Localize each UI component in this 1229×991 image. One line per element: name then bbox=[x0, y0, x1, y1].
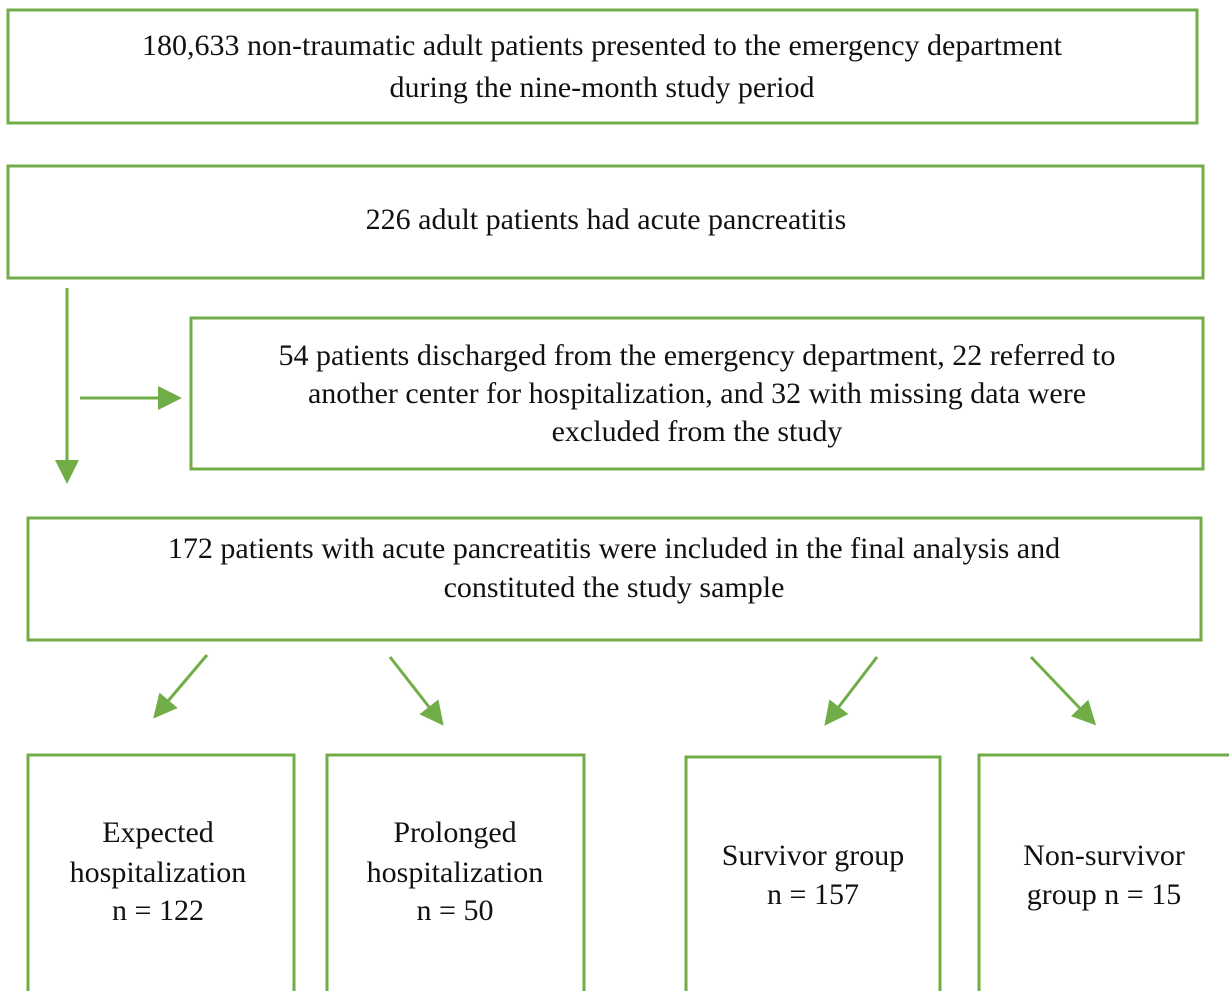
node-text: constituted the study sample bbox=[444, 571, 785, 604]
node-text: during the nine-month study period bbox=[390, 71, 815, 104]
box bbox=[6, 164, 1205, 280]
node-text: Expected bbox=[102, 816, 214, 849]
node-text: hospitalization bbox=[367, 856, 544, 889]
arrow bbox=[153, 654, 209, 719]
node-text: 180,633 non-traumatic adult patients pre… bbox=[142, 29, 1063, 62]
box bbox=[6, 8, 1199, 125]
node-text: Non-survivor bbox=[1023, 839, 1185, 872]
arrow bbox=[388, 656, 444, 726]
node-text: group n = 15 bbox=[1027, 878, 1181, 911]
node-text: n = 122 bbox=[112, 894, 204, 927]
box bbox=[26, 753, 296, 991]
node-text: hospitalization bbox=[70, 856, 247, 889]
node-text: Prolonged bbox=[393, 816, 516, 849]
box bbox=[325, 753, 586, 991]
box bbox=[189, 316, 1205, 471]
node-text: n = 50 bbox=[417, 894, 494, 927]
node-text: another center for hospitalization, and … bbox=[308, 377, 1086, 410]
box bbox=[684, 755, 942, 991]
node-text: 226 adult patients had acute pancreatiti… bbox=[366, 203, 847, 236]
node-text: 172 patients with acute pancreatitis wer… bbox=[168, 532, 1060, 565]
node-text: n = 157 bbox=[767, 878, 859, 911]
arrow bbox=[1029, 655, 1097, 726]
box bbox=[26, 516, 1203, 642]
node-text: 54 patients discharged from the emergenc… bbox=[279, 339, 1116, 372]
node-text: excluded from the study bbox=[552, 415, 843, 448]
box bbox=[977, 753, 1229, 991]
node-text: Survivor group bbox=[722, 839, 905, 872]
arrow bbox=[824, 656, 879, 726]
